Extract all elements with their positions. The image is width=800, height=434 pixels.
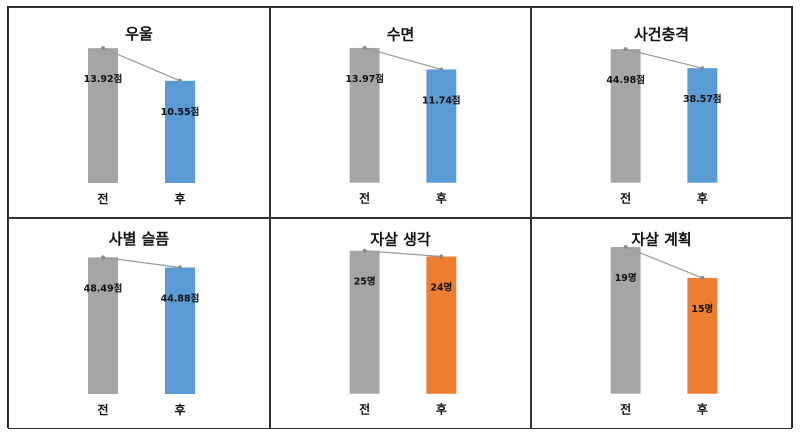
trend-marker <box>700 66 705 71</box>
trend-line <box>102 256 181 269</box>
trend-marker <box>101 255 105 260</box>
trend-marker <box>178 265 182 270</box>
data-label: 25명 <box>354 276 376 288</box>
category-label: 전 <box>620 402 631 417</box>
category-label: 전 <box>359 191 370 206</box>
chart-grid: 우울 13.92점 10.55점 전 후 수면 13.97점 11.74점 전 후 사건충격 44.9… <box>7 6 793 429</box>
trend-marker <box>439 254 444 259</box>
data-label: 13.92점 <box>84 73 123 85</box>
trend-marker <box>362 45 367 50</box>
data-label: 19명 <box>615 272 637 284</box>
bar-after <box>687 68 718 183</box>
chart-title: 사별 슬픔 <box>109 230 170 248</box>
data-label: 24명 <box>430 281 452 293</box>
data-label: 44.88점 <box>161 293 200 305</box>
data-label: 13.97점 <box>345 73 384 85</box>
trend-line <box>625 48 703 69</box>
trend-line <box>364 47 442 71</box>
bar-before <box>610 49 641 183</box>
chart-title: 수면 <box>387 25 415 43</box>
data-label: 15명 <box>691 303 713 315</box>
chart-title: 우울 <box>125 25 153 43</box>
trend-marker <box>101 46 105 51</box>
trend-marker <box>439 67 444 72</box>
trend-line <box>102 47 181 82</box>
bar-after <box>426 256 457 394</box>
data-label: 11.74점 <box>422 94 461 106</box>
chart-title: 사건충격 <box>634 25 689 43</box>
data-label: 48.49점 <box>84 282 123 294</box>
chart-title: 자살 생각 <box>370 230 430 248</box>
category-label: 후 <box>174 191 185 206</box>
bar-after <box>165 267 195 394</box>
trend-line <box>364 250 442 258</box>
trend-marker <box>623 245 628 250</box>
data-label: 44.98점 <box>606 74 645 86</box>
category-label: 후 <box>436 191 447 206</box>
category-label: 전 <box>97 191 108 206</box>
bar-before <box>349 250 380 394</box>
data-label: 38.57점 <box>683 93 722 105</box>
category-label: 전 <box>359 402 370 417</box>
bar-before <box>349 47 380 183</box>
category-label: 전 <box>620 191 631 206</box>
trend-marker <box>362 248 367 253</box>
trend-line <box>625 246 703 279</box>
bar-before <box>88 48 118 184</box>
data-label: 10.55점 <box>161 106 200 118</box>
bar-after <box>426 69 457 183</box>
category-label: 전 <box>97 402 108 417</box>
category-label: 후 <box>436 402 447 417</box>
bar-after <box>165 80 195 183</box>
category-label: 후 <box>697 402 708 417</box>
category-label: 후 <box>697 191 708 206</box>
trend-marker <box>700 275 705 280</box>
bar-before <box>88 257 118 394</box>
trend-marker <box>623 47 628 52</box>
chart-title: 자살 계획 <box>631 230 691 248</box>
category-label: 후 <box>174 402 185 417</box>
bar-after <box>687 277 718 394</box>
bar-before <box>610 247 641 394</box>
trend-marker <box>178 78 182 83</box>
